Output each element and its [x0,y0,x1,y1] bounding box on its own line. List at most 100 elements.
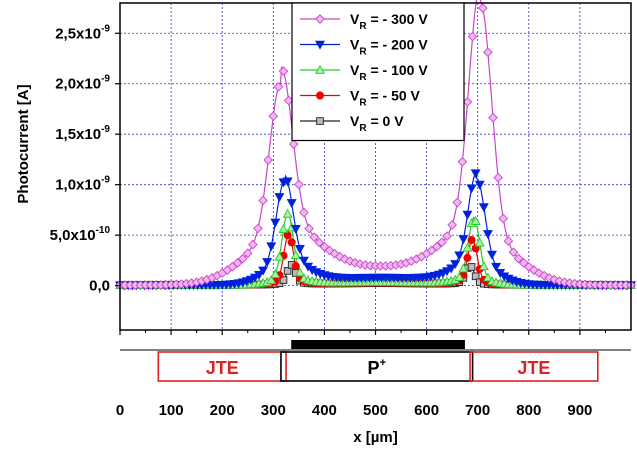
y-tick-label: 2,0x10-9 [55,74,110,93]
data-point [523,261,534,272]
data-point [462,97,473,107]
data-point [442,231,452,241]
data-point [232,258,243,268]
legend-label: VR = 0 V [350,113,404,134]
legend-entry: VR = - 100 V [300,62,428,83]
x-tick-label: 900 [567,402,592,419]
region-box-0 [157,351,287,382]
data-point [314,237,325,248]
data-point [483,47,493,58]
data-point [549,274,560,285]
data-point [467,31,478,42]
data-point [437,237,447,248]
legend-label: VR = - 200 V [350,37,428,58]
data-point [294,245,305,254]
data-point [467,263,476,271]
region-box-2 [469,351,599,382]
legend-entry: VR = - 200 V [300,37,428,58]
legend-marker [316,117,324,125]
x-tick-label: 700 [465,402,490,419]
data-point [278,223,289,233]
data-point [447,220,457,230]
data-point [470,169,481,179]
region-label-1: P+ [368,357,386,378]
data-point [254,271,264,280]
y-axis-ticks: 0,0 5,0x10-10 1,0x10-9 1,5x10-9 2,0x10-9 2,5x… [50,23,120,295]
data-point [474,237,485,247]
data-point [248,239,258,250]
data-point [454,272,465,282]
data-point [518,258,529,268]
y-axis-title: Photocurrent [A] [15,84,32,203]
legend-label: VR = - 100 V [350,62,428,83]
data-point [450,260,461,270]
data-point [253,223,263,234]
data-point [286,199,297,209]
data-point [491,262,502,272]
data-point [471,272,480,281]
x-tick-label: 400 [312,402,337,419]
data-point [258,195,268,206]
data-point [283,267,292,275]
x-tick-label: 200 [210,402,235,419]
data-point [278,66,289,76]
data-point [242,248,253,259]
region-box-1 [280,351,474,382]
x-axis-ticks: 0 100 200 300 400 500 600 700 800 900 [116,330,606,419]
data-point [262,258,273,268]
data-point [294,267,305,277]
legend-marker [315,14,325,24]
data-point [294,179,304,190]
x-axis-title: x [µm] [353,429,397,446]
data-point [482,230,493,240]
legend-marker [315,91,325,100]
data-point [487,250,497,260]
data-point [290,225,301,234]
data-point [462,242,473,252]
legend-marker [315,64,325,74]
legend: VR = - 300 V VR = - 200 V VR = - 100 V VR =… [291,2,465,142]
data-point [304,223,314,234]
data-point [457,156,468,167]
data-point [482,272,493,282]
data-point [288,139,299,150]
data-point [279,276,288,284]
data-point [291,262,300,271]
data-point [290,250,301,260]
region-label-0: JTE [206,358,239,378]
legend-label: VR = - 300 V [350,11,428,32]
data-point [462,210,473,220]
y-tick-label: 1,0x10-9 [55,175,110,194]
data-point [237,253,248,264]
data-point [309,232,320,242]
x-tick-label: 800 [516,402,541,419]
data-point [478,203,489,213]
data-point [529,265,539,275]
data-point [467,236,476,245]
device-structure: JTE P+ JTE [120,340,631,382]
data-point [508,247,519,258]
legend-entry: VR = - 50 V [300,88,421,109]
data-point [282,208,293,218]
y-tick-label: 0,0 [89,278,110,295]
data-point [477,3,488,13]
legend-entry: VR = 0 V [300,113,404,134]
data-point [263,155,274,165]
data-point [503,236,514,246]
data-point [463,253,472,262]
data-point [298,256,309,266]
data-point [266,275,277,285]
data-point [273,81,284,92]
data-point [474,180,485,190]
data-point [299,207,309,218]
data-point [431,241,442,252]
legend-marker [315,40,325,50]
data-point [274,193,285,203]
x-tick-label: 500 [363,402,388,419]
y-tick-label: 5,0x10-10 [50,225,111,244]
data-point [493,172,503,183]
data-point [274,251,285,261]
data-point [458,235,469,245]
x-tick-label: 100 [159,402,184,419]
